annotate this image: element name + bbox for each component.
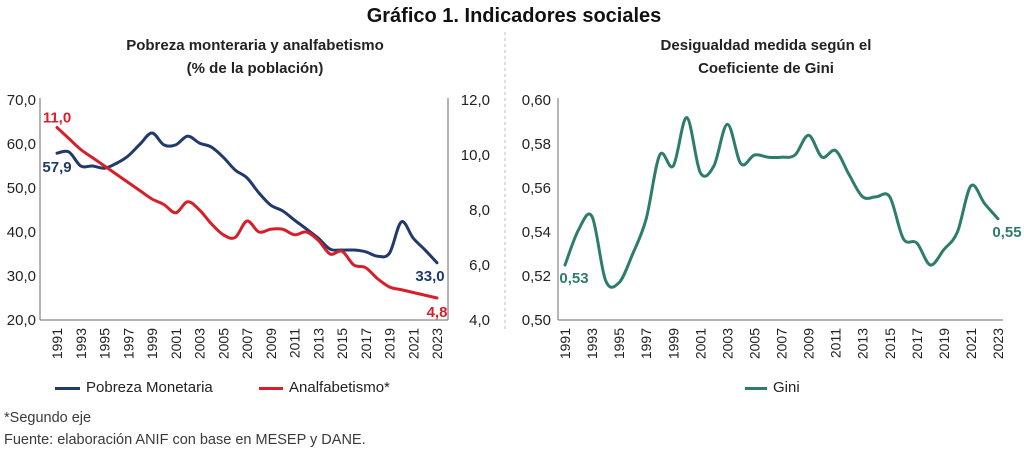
x-tick-label: 2003 [719,328,735,359]
data-label: 11,0 [43,110,71,127]
x-tick-label: 2023 [990,328,1006,359]
series-line-pobreza-monetaria [55,131,439,265]
x-tick-label: 1999 [144,328,160,359]
y-tick-label-left: 40,0 [7,224,36,241]
x-tick-label: 1997 [638,328,654,359]
series-line-gini [563,116,1000,289]
x-tick-label: 2013 [855,328,871,359]
x-tick-label: 1993 [584,328,600,359]
left-chart-title: Pobreza monteraria y analfabetismo [126,37,384,54]
y-tick-label-left: 0,50 [522,312,551,329]
x-tick-label: 2003 [192,328,208,359]
x-tick-label: 1991 [557,328,573,359]
data-label: 0,55 [992,224,1021,241]
y-tick-label-left: 0,60 [522,92,551,109]
x-tick-label: 1999 [665,328,681,359]
right-chart-title-line-1: Desigualdad medida según el [660,37,872,54]
x-tick-label: 2023 [429,328,445,359]
source-note: Fuente: elaboración ANIF con base en MES… [4,432,366,448]
legend-label-pobreza-monetaria: Pobreza Monetaria [86,379,213,396]
left-chart: 70,0 60,0 50,0 40,0 30,0 20,0 12,0 10,0 8,0 6,0 4,… [7,92,490,359]
left-chart-header: Pobreza monteraria y analfabetismo (% de… [100,34,410,80]
x-tick-label: 2001 [692,328,708,359]
x-tick-label: 2021 [405,328,421,359]
legend-label-analfabetismo: Analfabetismo* [289,379,390,396]
x-tick-label: 2015 [334,328,350,359]
data-label: 0,53 [559,270,588,287]
y-tick-label-left: 50,0 [7,180,36,197]
y-tick-label-left: 0,58 [522,136,551,153]
data-label: 33,0 [415,268,444,285]
x-tick-label: 1995 [97,328,113,359]
legend-swatch-analfabetismo [259,387,283,390]
x-tick-label: 1993 [73,328,89,359]
legend-label-gini: Gini [773,379,800,396]
y-tick-label-left: 0,54 [522,224,551,241]
left-chart-subtitle: (% de la población) [186,60,324,77]
y-tick-label-left: 70,0 [7,92,36,109]
y-tick-label-right: 4,0 [469,312,490,329]
figure-title: Gráfico 1. Indicadores sociales [366,5,662,27]
x-tick-label: 2019 [382,328,398,359]
x-tick-label: 2021 [963,328,979,359]
x-tick-label: 2007 [239,328,255,359]
data-label: 57,9 [42,159,71,176]
x-tick-label: 2017 [909,328,925,359]
y-tick-label-left: 0,56 [522,180,551,197]
right-chart: 0,60 0,58 0,56 0,54 0,52 0,50 1991 1993 1995 1997… [522,92,1022,359]
x-tick-label: 2017 [358,328,374,359]
footnote: *Segundo eje [4,410,92,426]
data-label: 4,8 [427,304,448,321]
x-tick-label: 2009 [263,328,279,359]
series-line-analfabetismo [55,126,439,300]
y-tick-label-right: 10,0 [461,147,490,164]
x-tick-label: 2019 [936,328,952,359]
x-tick-label: 2011 [828,328,844,358]
x-tick-label: 1991 [49,328,65,359]
y-tick-label-right: 6,0 [469,257,490,274]
y-tick-label-right: 8,0 [469,202,490,219]
y-tick-label-left: 20,0 [7,312,36,329]
x-tick-label: 2005 [215,328,231,359]
x-tick-label: 1997 [120,328,136,359]
y-tick-label-left: 60,0 [7,136,36,153]
y-tick-label-right: 12,0 [461,92,490,109]
right-chart-title-line-2: Coeficiente de Gini [698,60,834,77]
legend-swatch-pobreza-monetaria [55,387,80,390]
legend-swatch-gini [745,387,767,390]
y-tick-label-left: 0,52 [522,268,551,285]
y-tick-label-left: 30,0 [7,268,36,285]
right-chart-header: Desigualdad medida según el Coeficiente … [616,34,916,80]
x-tick-label: 2015 [882,328,898,359]
x-tick-label: 2011 [287,328,303,358]
x-tick-label: 2001 [168,328,184,359]
x-tick-label: 2013 [310,328,326,359]
x-tick-label: 2009 [801,328,817,359]
x-tick-label: 2007 [774,328,790,359]
x-tick-label: 1995 [611,328,627,359]
x-tick-label: 2005 [746,328,762,359]
